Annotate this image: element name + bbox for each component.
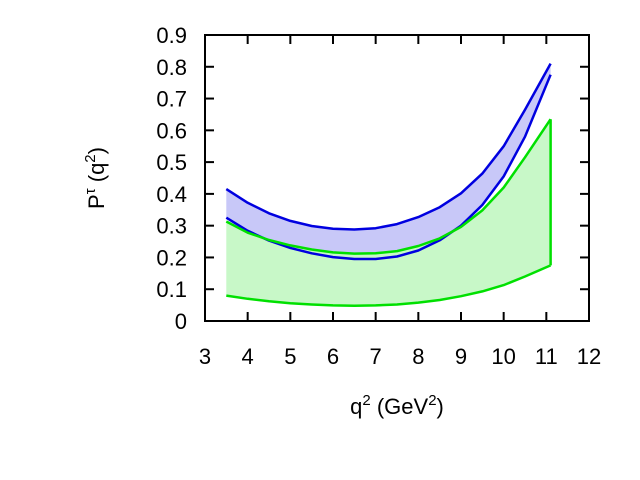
x-tick-label: 4 <box>242 344 254 369</box>
plot-frame <box>204 34 590 322</box>
band-fills <box>226 63 551 306</box>
y-tick-label: 0.5 <box>156 150 187 175</box>
tick-labels: 3 4 5 6 7 8 9 10 11 12 0 0.1 0.2 0.3 0.4 0.5 0.6 0.7 0.8 0.… <box>156 23 601 369</box>
x-tick-label: 6 <box>327 344 339 369</box>
x-tick-label: 11 <box>535 344 558 369</box>
y-tick-label: 0.7 <box>156 87 187 112</box>
x-axis-label: q2 (GeV2) <box>350 392 444 419</box>
y-tick-label: 0.2 <box>156 245 187 270</box>
band-fill-1 <box>226 63 551 259</box>
y-axis-label: Pτ (q2) <box>82 147 109 209</box>
band-fill-2 <box>226 119 551 306</box>
x-tick-label: 3 <box>199 344 211 369</box>
x-tick-label: 8 <box>412 344 424 369</box>
band-lines <box>225 62 552 307</box>
band-lower-line-2 <box>226 264 552 307</box>
y-tick-label: 0.4 <box>156 182 187 207</box>
y-tick-label: 0.9 <box>156 23 187 48</box>
y-tick-label: 0.6 <box>156 118 187 143</box>
x-tick-label: 12 <box>577 344 601 369</box>
x-tick-label: 5 <box>284 344 296 369</box>
y-tick-label: 0.3 <box>156 214 187 239</box>
x-tick-label: 7 <box>370 344 382 369</box>
band-upper-line-1 <box>225 62 552 231</box>
x-tick-label: 9 <box>455 344 467 369</box>
y-tick-label: 0 <box>175 309 187 334</box>
band-upper-line-2 <box>225 118 552 255</box>
band-lower-line-1 <box>225 74 552 261</box>
axis-ticks <box>205 35 589 321</box>
y-tick-label: 0.1 <box>156 277 187 302</box>
x-tick-label: 10 <box>491 344 515 369</box>
y-tick-label: 0.8 <box>156 55 187 80</box>
